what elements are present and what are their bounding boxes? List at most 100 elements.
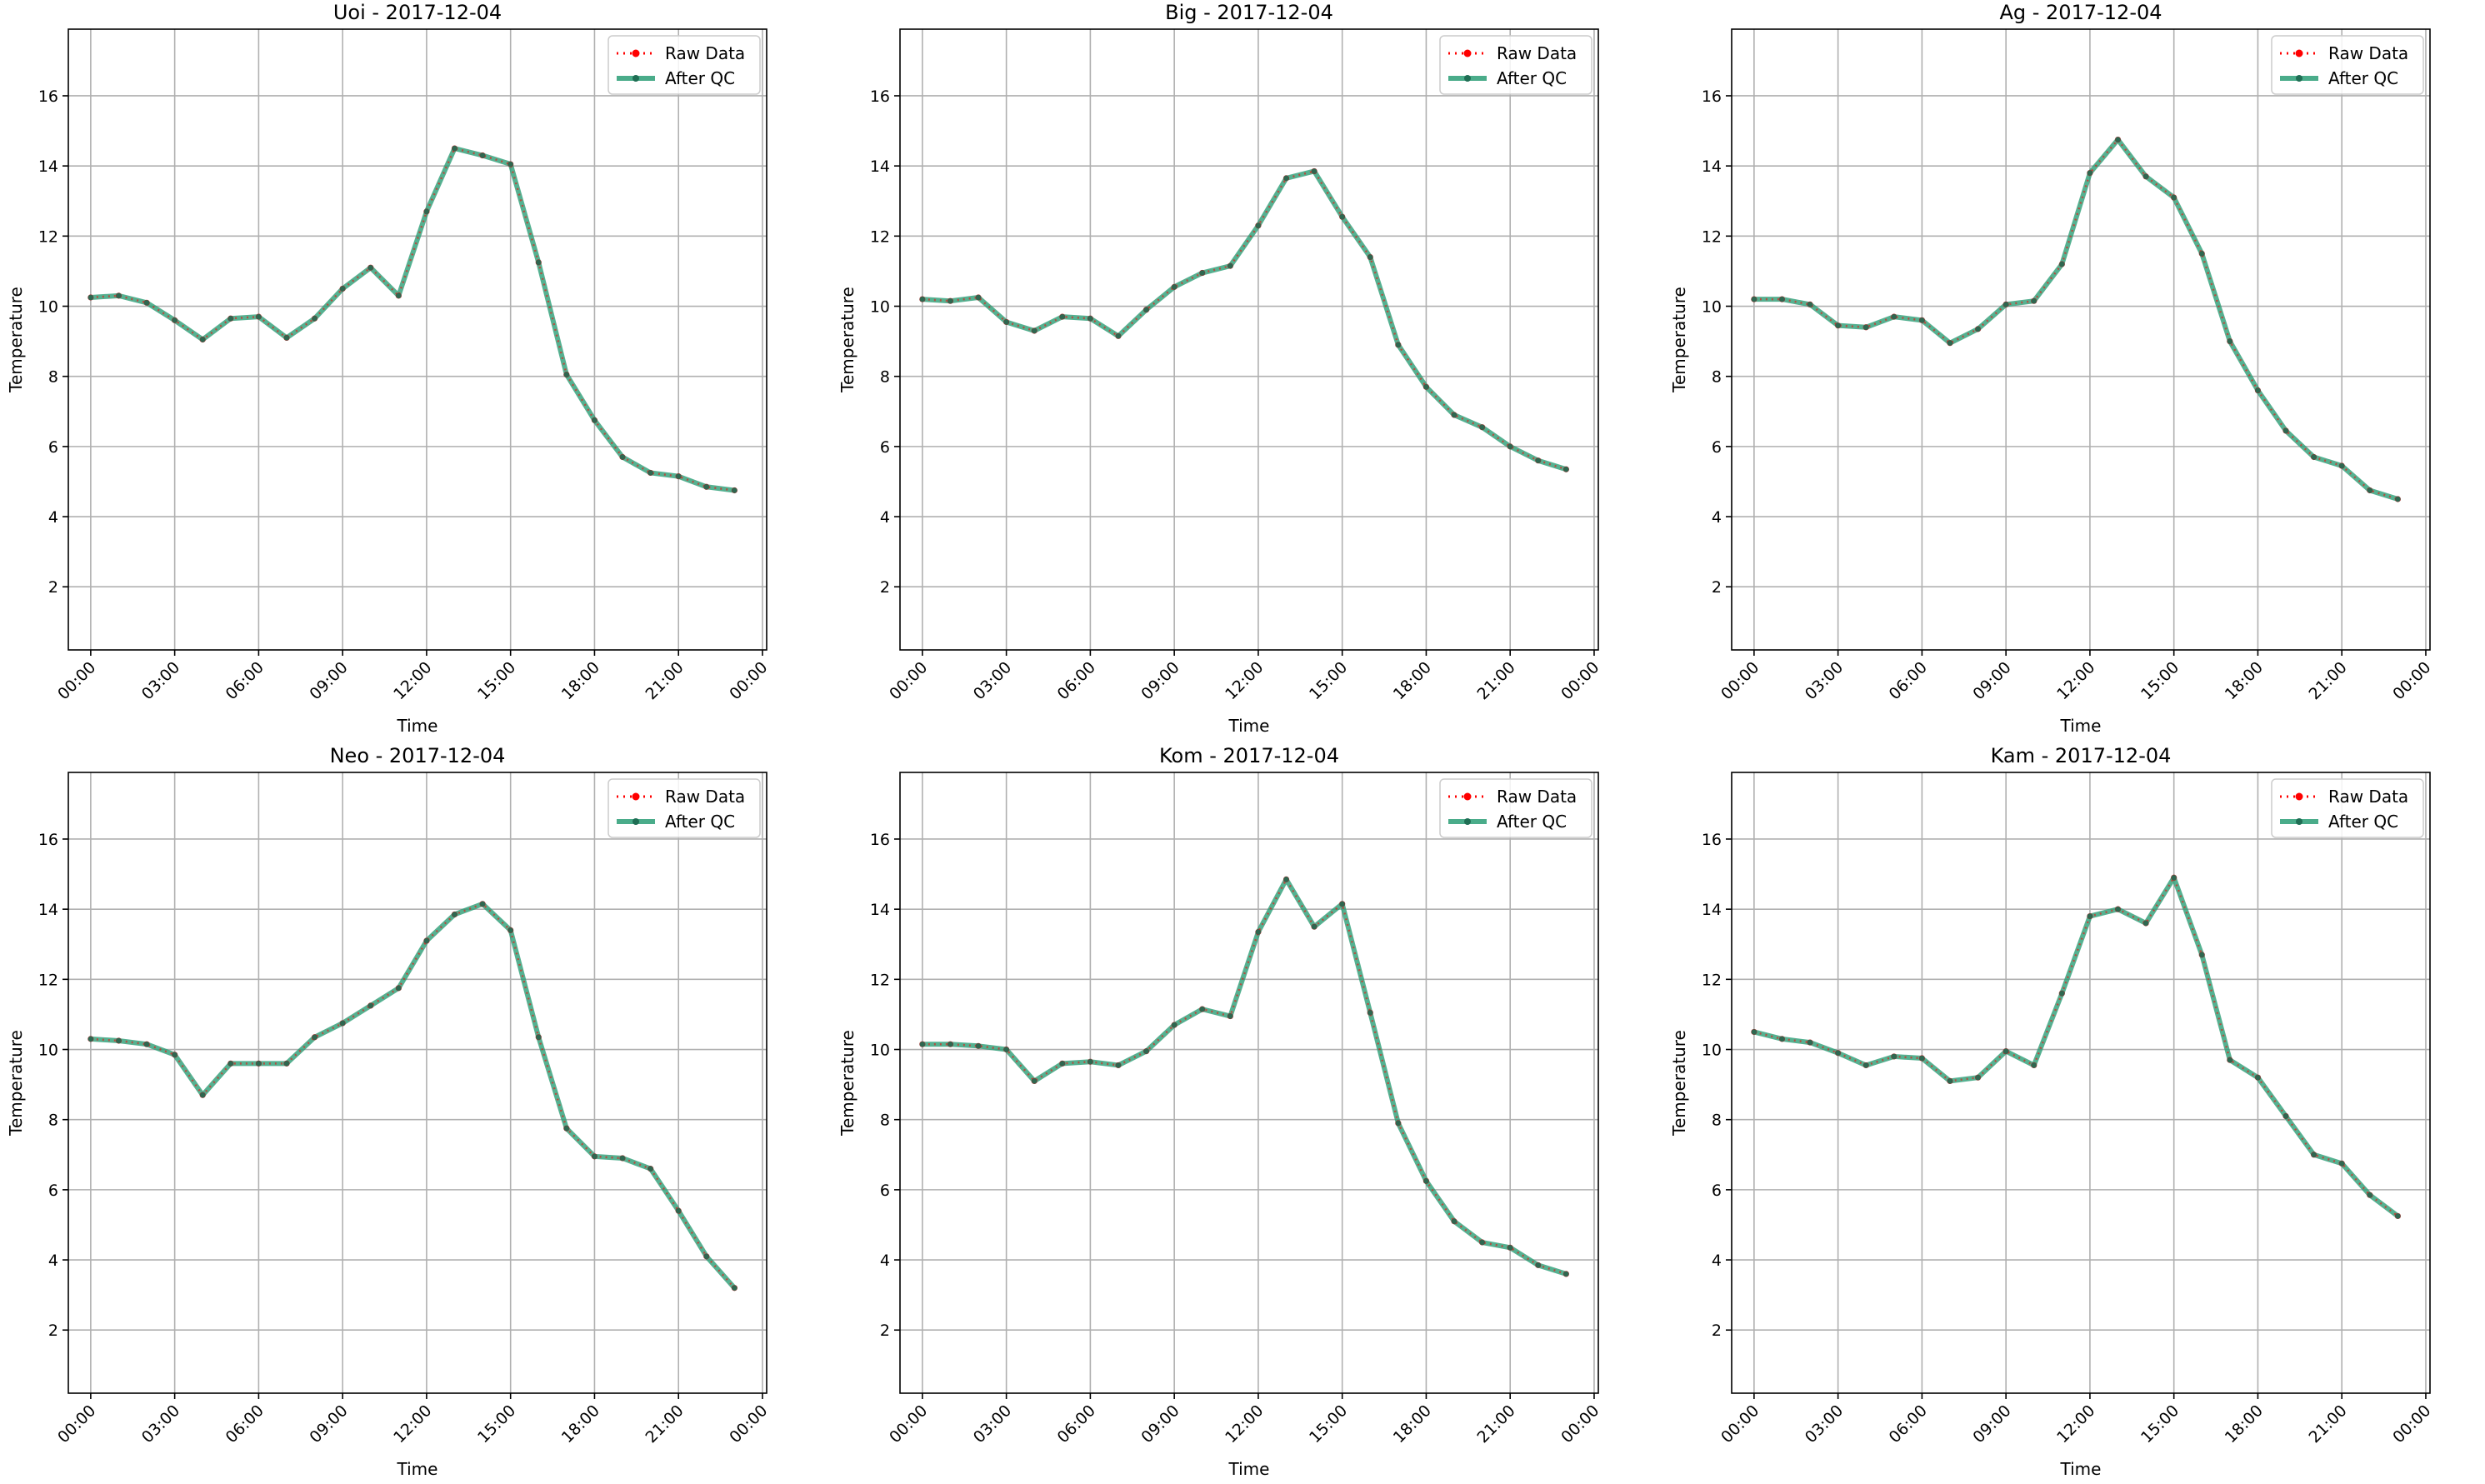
x-tick-label: 12:00 xyxy=(1222,658,1267,703)
legend-marker-after-qc xyxy=(2296,75,2302,82)
y-tick-label: 10 xyxy=(1702,1042,1722,1060)
x-axis-label: Time xyxy=(2060,716,2102,736)
x-axis-label: Time xyxy=(1228,1459,1270,1479)
data-point-after-qc xyxy=(1368,1010,1373,1016)
data-point-after-qc xyxy=(172,317,178,323)
y-axis-label: Temperature xyxy=(838,287,858,393)
x-tick-label: 03:00 xyxy=(970,1402,1015,1447)
legend: Raw Data After QC xyxy=(1439,778,1592,838)
x-tick-label: 00:00 xyxy=(54,658,99,703)
x-tick-label: 06:00 xyxy=(1886,658,1931,703)
data-point-after-qc xyxy=(1283,877,1289,882)
legend: Raw Data After QC xyxy=(2271,778,2424,838)
data-point-after-qc xyxy=(1451,412,1458,418)
data-point-after-qc xyxy=(676,1207,682,1214)
data-point-after-qc xyxy=(283,335,290,341)
x-tick-label: 18:00 xyxy=(2222,658,2267,703)
x-tick-label: 03:00 xyxy=(1802,658,1847,703)
y-tick-label: 6 xyxy=(48,1182,58,1200)
x-tick-label: 09:00 xyxy=(1969,658,2014,703)
data-point-after-qc xyxy=(1395,342,1402,348)
legend-label-after-qc: After QC xyxy=(2328,812,2398,832)
data-point-after-qc xyxy=(1255,222,1262,228)
y-tick-label: 8 xyxy=(880,368,890,387)
y-tick-label: 10 xyxy=(870,1042,890,1060)
y-tick-label: 16 xyxy=(870,87,890,106)
data-point-after-qc xyxy=(256,313,262,320)
series-line-after-qc xyxy=(922,168,1568,472)
series-group xyxy=(1751,136,2401,502)
y-tick-label: 14 xyxy=(870,901,890,919)
y-tick-label: 6 xyxy=(48,438,58,457)
subplot-title: Ag - 2017-12-04 xyxy=(1999,1,2162,24)
x-tick-label: 21:00 xyxy=(2305,1402,2350,1447)
data-point-after-qc xyxy=(1228,262,1233,269)
series-line-raw-data xyxy=(1753,875,2399,1217)
y-tick-label: 4 xyxy=(48,508,58,527)
data-point-after-qc xyxy=(228,1061,234,1067)
data-point-after-qc xyxy=(2282,1113,2289,1119)
y-tick-label: 12 xyxy=(1702,971,1722,989)
legend-marker-raw-data xyxy=(632,792,640,801)
data-point-after-qc xyxy=(1508,1245,1513,1251)
grid xyxy=(1732,772,2430,1393)
series-line-raw-data xyxy=(90,147,735,492)
legend-label-raw-data: Raw Data xyxy=(665,787,745,807)
legend-label-raw-data: Raw Data xyxy=(1497,43,1577,63)
legend-marker-raw-data xyxy=(632,49,640,57)
data-point-after-qc xyxy=(452,145,458,152)
data-point-after-qc xyxy=(2059,261,2065,267)
y-tick-label: 8 xyxy=(48,1112,58,1130)
data-point-after-qc xyxy=(312,1034,318,1040)
data-point-after-qc xyxy=(1003,319,1009,325)
y-tick-label: 8 xyxy=(880,1112,890,1130)
y-tick-label: 2 xyxy=(1712,578,1722,597)
series-line-after-qc xyxy=(90,146,735,493)
data-point-after-qc xyxy=(1479,424,1485,430)
data-point-after-qc xyxy=(1032,327,1038,334)
subplot: 2 4 6 8 10 12 14 16 00:00 03:00 06:00 09:00 12:00 15:… xyxy=(838,744,1602,1479)
data-point-after-qc xyxy=(479,152,486,158)
legend: Raw Data After QC xyxy=(1439,35,1592,95)
legend-label-after-qc: After QC xyxy=(665,812,735,832)
y-tick-label: 6 xyxy=(880,1182,890,1200)
grid xyxy=(900,29,1598,650)
x-tick-label: 00:00 xyxy=(886,1402,931,1447)
data-point-after-qc xyxy=(1255,929,1262,935)
legend-label-after-qc: After QC xyxy=(1497,812,1567,832)
x-tick-label: 06:00 xyxy=(222,658,268,703)
legend-label-raw-data: Raw Data xyxy=(2328,787,2408,807)
y-tick-label: 8 xyxy=(1712,368,1722,387)
data-point-after-qc xyxy=(143,300,150,306)
data-point-after-qc xyxy=(1835,322,1841,328)
legend-label-raw-data: Raw Data xyxy=(1497,787,1577,807)
data-point-after-qc xyxy=(423,937,430,944)
y-tick-label: 16 xyxy=(1702,87,1722,106)
x-tick-label: 00:00 xyxy=(54,1402,99,1447)
data-point-after-qc xyxy=(2171,194,2177,201)
x-tick-label: 00:00 xyxy=(2389,1402,2434,1447)
data-point-after-qc xyxy=(948,298,953,304)
series-line-after-qc xyxy=(1753,875,2400,1218)
y-tick-label: 12 xyxy=(870,227,890,246)
x-tick-label: 00:00 xyxy=(2389,658,2434,703)
data-point-after-qc xyxy=(1088,316,1093,322)
data-point-after-qc xyxy=(116,292,122,299)
data-point-after-qc xyxy=(703,484,709,490)
data-point-after-qc xyxy=(368,1002,373,1009)
data-point-after-qc xyxy=(1171,284,1178,290)
data-point-after-qc xyxy=(88,1036,94,1042)
data-point-after-qc xyxy=(1508,443,1513,450)
y-tick-label: 12 xyxy=(38,971,58,989)
data-point-after-qc xyxy=(1088,1059,1093,1065)
y-axis-label: Temperature xyxy=(6,1030,26,1137)
axes-frame xyxy=(68,28,768,651)
x-axis-label: Time xyxy=(2060,1459,2102,1479)
legend-marker-raw-data xyxy=(2295,49,2303,57)
x-tick-label: 21:00 xyxy=(2305,658,2350,703)
x-tick-label: 03:00 xyxy=(138,1402,183,1447)
grid xyxy=(1732,29,2430,650)
x-tick-label: 12:00 xyxy=(390,658,435,703)
data-point-after-qc xyxy=(339,1020,346,1027)
x-tick-label: 12:00 xyxy=(2053,1402,2098,1447)
